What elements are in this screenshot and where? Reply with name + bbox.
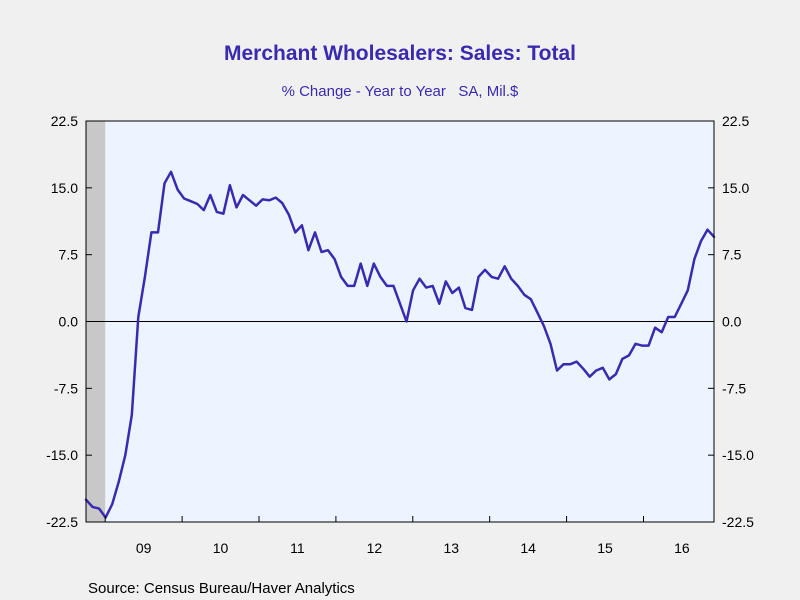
y-tick-label-right: -22.5 — [722, 514, 754, 530]
x-tick-label: 10 — [213, 540, 229, 556]
x-tick-label: 13 — [443, 540, 459, 556]
series-line — [84, 170, 716, 519]
y-tick-label-left: 22.5 — [51, 113, 78, 129]
y-tick-label-right: 15.0 — [722, 180, 749, 196]
x-tick-label: 11 — [290, 540, 305, 556]
x-tick-label: 14 — [520, 540, 536, 556]
y-tick-label-left: 7.5 — [59, 247, 79, 263]
x-tick-label: 16 — [674, 540, 690, 556]
y-tick-label-left: 0.0 — [59, 314, 79, 330]
chart-subtitle: % Change - Year to Year SA, Mil.$ — [282, 83, 519, 100]
source-note: Source: Census Bureau/Haver Analytics — [88, 580, 355, 597]
y-axis-left: 22.5 15.0 7.5 0.0 -7.5 -15.0 -22.5 — [46, 113, 92, 530]
y-tick-label-left: 15.0 — [51, 180, 78, 196]
y-tick-label-right: -7.5 — [722, 380, 746, 396]
x-axis: 09 10 11 12 13 14 15 16 — [104, 516, 690, 556]
y-tick-label-left: -22.5 — [46, 514, 78, 530]
x-tick-label: 12 — [367, 540, 383, 556]
y-tick-label-right: -15.0 — [722, 447, 754, 463]
y-tick-label-right: 22.5 — [722, 113, 749, 129]
y-tick-label-left: -15.0 — [46, 447, 78, 463]
x-tick-label: 15 — [597, 540, 613, 556]
x-tick-label: 09 — [136, 540, 152, 556]
y-tick-label-right: 0.0 — [722, 314, 742, 330]
chart-title: Merchant Wholesalers: Sales: Total — [224, 42, 576, 65]
y-tick-label-right: 7.5 — [722, 247, 742, 263]
y-tick-label-left: -7.5 — [54, 380, 78, 396]
y-axis-right: 22.5 15.0 7.5 0.0 -7.5 -15.0 -22.5 — [708, 113, 754, 530]
